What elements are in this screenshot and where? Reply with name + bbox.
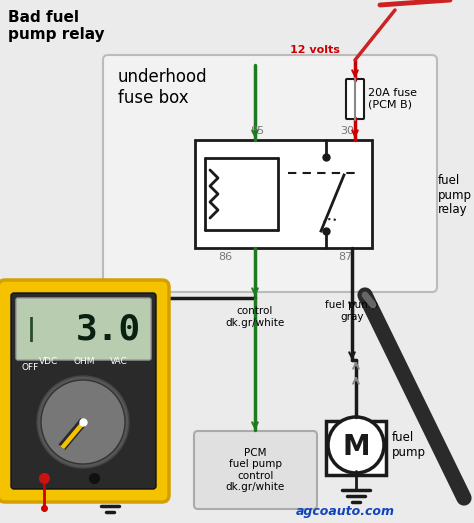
Text: M: M — [342, 433, 370, 461]
Text: OFF: OFF — [22, 363, 39, 372]
Circle shape — [37, 376, 129, 468]
FancyBboxPatch shape — [194, 431, 317, 509]
Text: PCM
fuel pump
control
dk.gr/white: PCM fuel pump control dk.gr/white — [226, 448, 285, 492]
FancyBboxPatch shape — [346, 79, 364, 119]
Text: OHM: OHM — [73, 358, 95, 367]
Text: Bad fuel
pump relay: Bad fuel pump relay — [8, 10, 105, 42]
Text: 86: 86 — [218, 252, 232, 262]
Circle shape — [41, 380, 125, 464]
Text: fuel pump
gray: fuel pump gray — [326, 300, 379, 322]
Circle shape — [328, 417, 384, 473]
Text: 12 volts: 12 volts — [290, 45, 340, 55]
Text: agcoauto.com: agcoauto.com — [295, 505, 394, 518]
Text: underhood
fuse box: underhood fuse box — [118, 68, 208, 107]
Text: |: | — [24, 317, 39, 343]
Text: control
dk.gr/white: control dk.gr/white — [225, 306, 284, 327]
Text: VDC: VDC — [39, 358, 59, 367]
Text: 20A fuse
(PCM B): 20A fuse (PCM B) — [368, 88, 417, 110]
Text: fuel
pump: fuel pump — [392, 431, 426, 459]
FancyBboxPatch shape — [0, 280, 169, 502]
Text: fuel
pump
relay: fuel pump relay — [438, 174, 472, 217]
FancyBboxPatch shape — [16, 298, 151, 360]
Text: 87: 87 — [338, 252, 352, 262]
FancyBboxPatch shape — [103, 55, 437, 292]
FancyBboxPatch shape — [11, 293, 156, 489]
Text: 85: 85 — [250, 126, 264, 136]
Bar — [326, 421, 386, 475]
Bar — [195, 140, 372, 248]
Text: VAC: VAC — [110, 358, 128, 367]
Text: 3.0: 3.0 — [76, 313, 141, 347]
Text: 30: 30 — [340, 126, 354, 136]
